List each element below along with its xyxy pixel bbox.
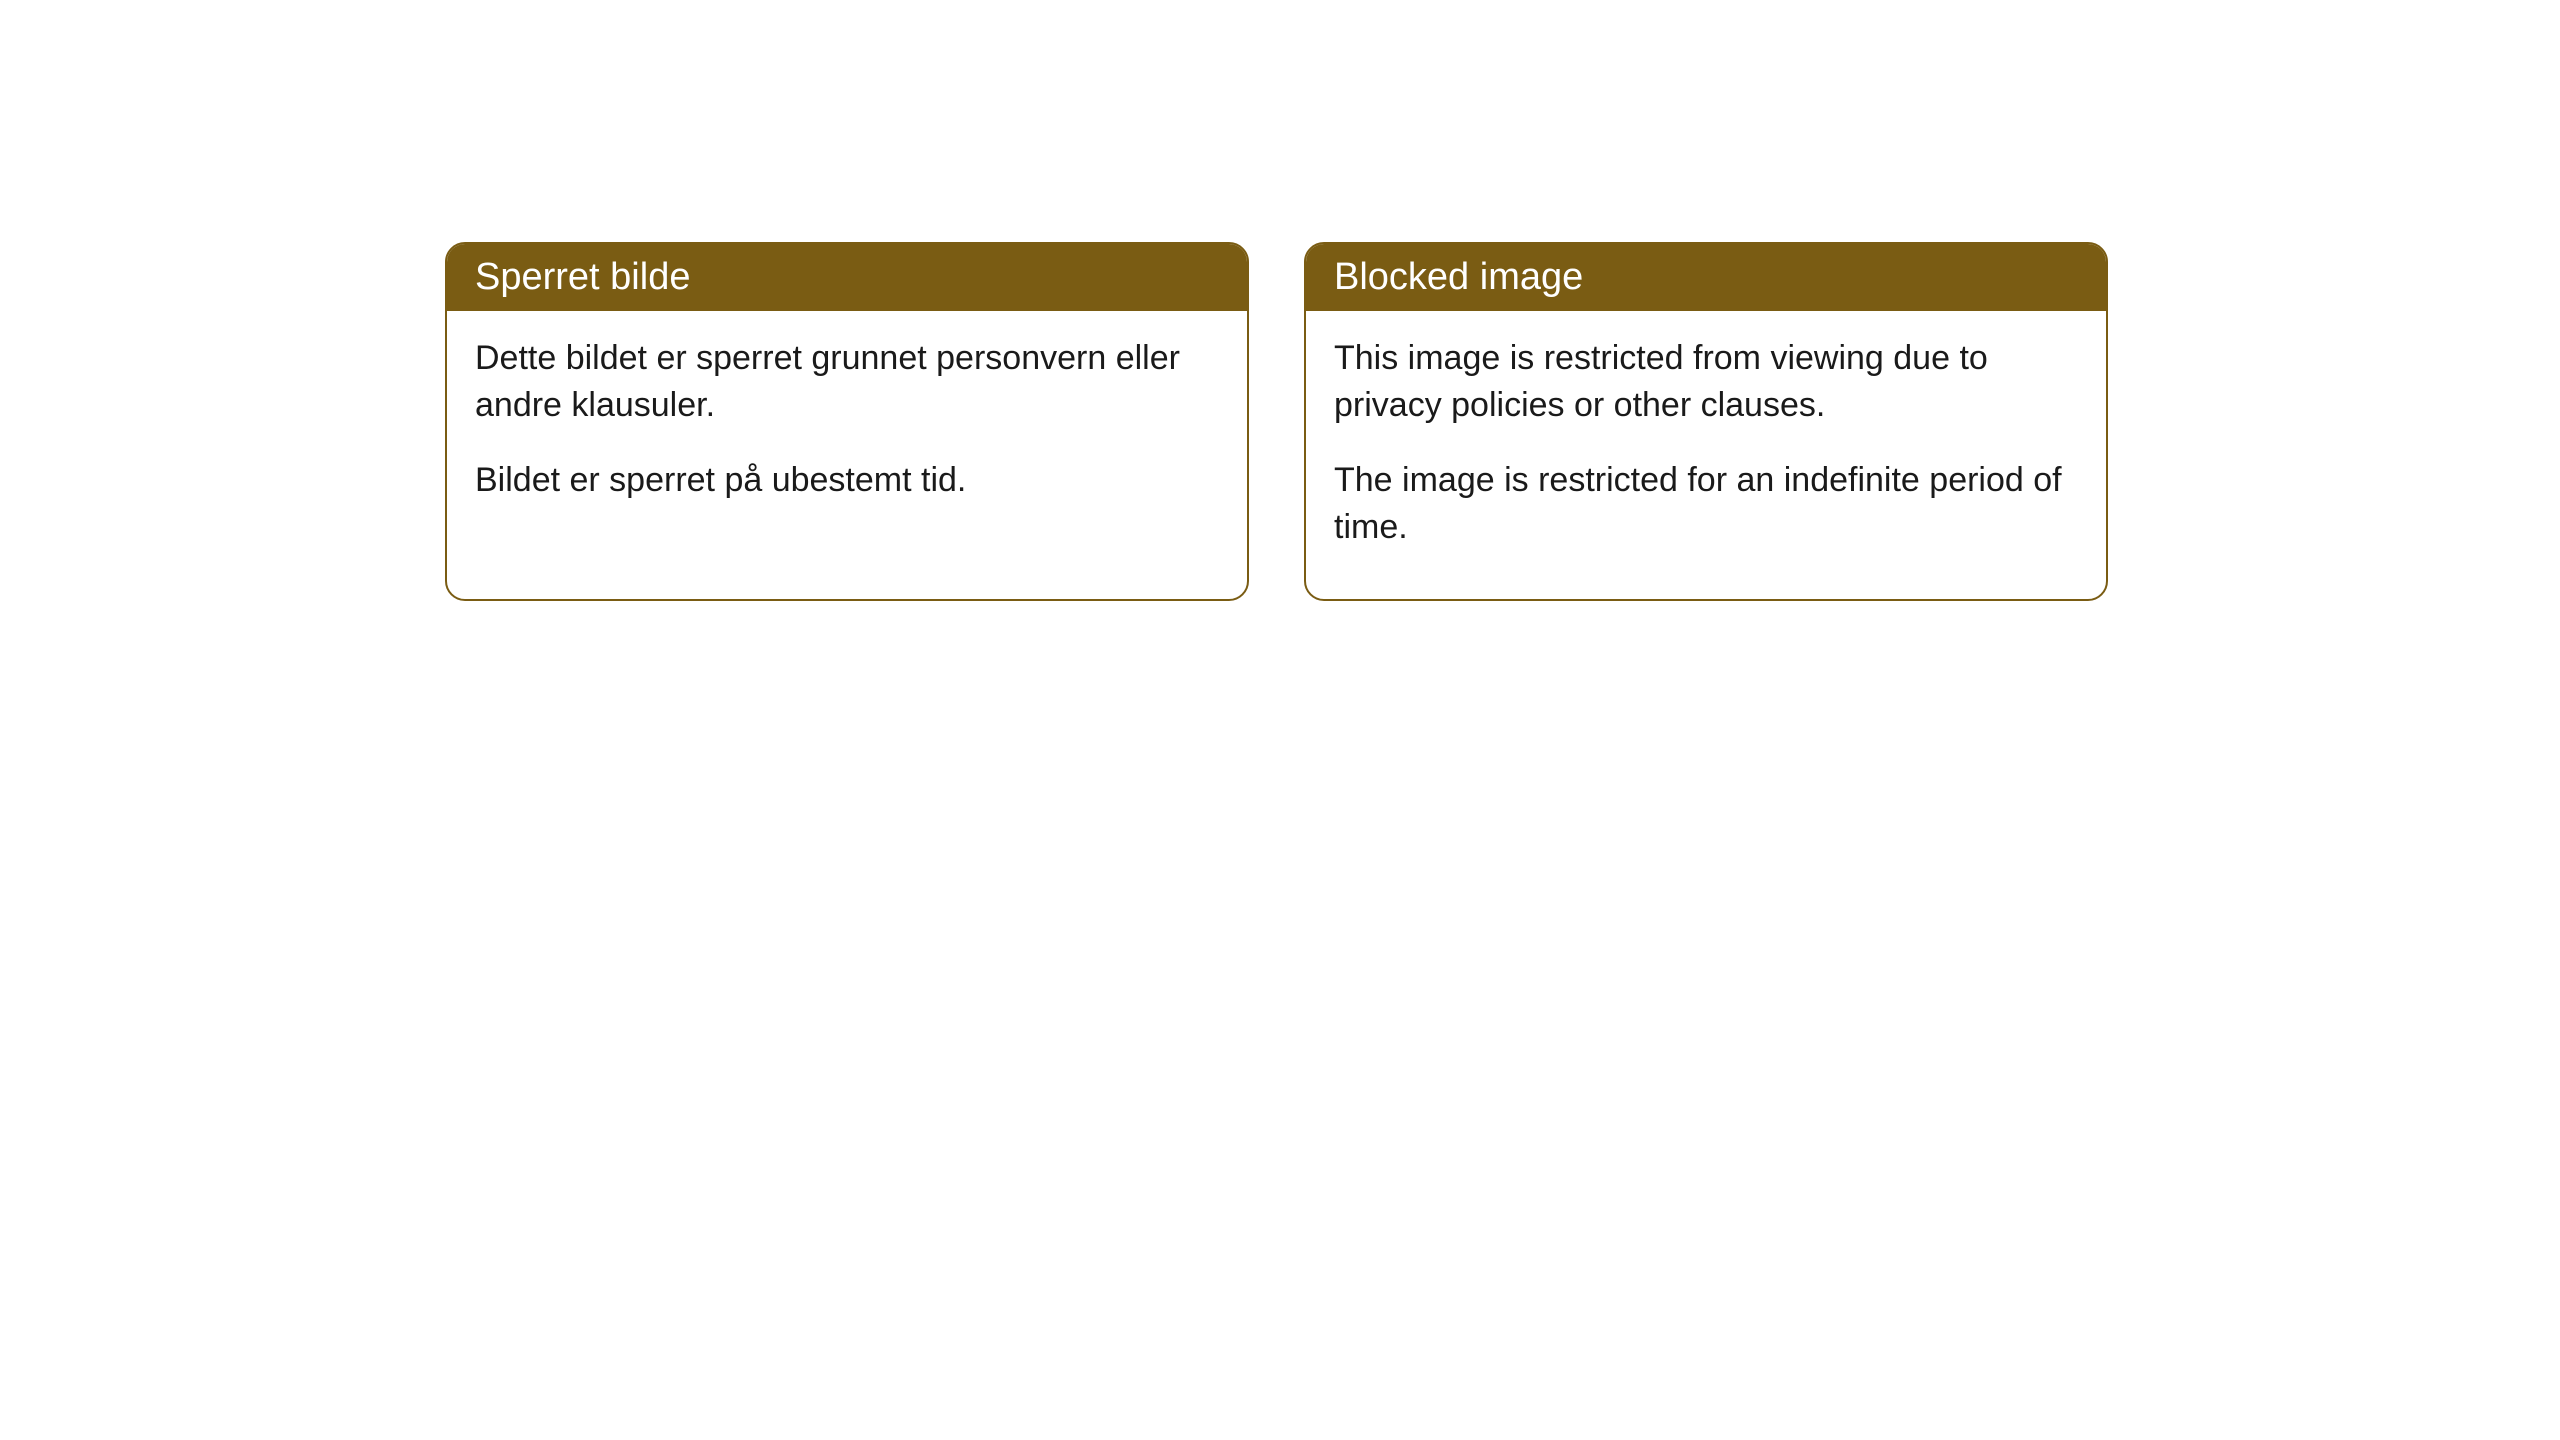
card-title: Blocked image: [1334, 256, 1583, 298]
blocked-image-card-english: Blocked image This image is restricted f…: [1304, 242, 2108, 601]
card-paragraph: Dette bildet er sperret grunnet personve…: [475, 335, 1219, 429]
card-paragraph: The image is restricted for an indefinit…: [1334, 457, 2078, 551]
blocked-image-card-norwegian: Sperret bilde Dette bildet er sperret gr…: [445, 242, 1249, 601]
notice-cards-container: Sperret bilde Dette bildet er sperret gr…: [445, 242, 2108, 601]
card-paragraph: Bildet er sperret på ubestemt tid.: [475, 457, 1219, 504]
card-paragraph: This image is restricted from viewing du…: [1334, 335, 2078, 429]
card-header: Blocked image: [1306, 244, 2106, 311]
card-body: Dette bildet er sperret grunnet personve…: [447, 311, 1247, 552]
card-header: Sperret bilde: [447, 244, 1247, 311]
card-title: Sperret bilde: [475, 256, 690, 298]
card-body: This image is restricted from viewing du…: [1306, 311, 2106, 599]
